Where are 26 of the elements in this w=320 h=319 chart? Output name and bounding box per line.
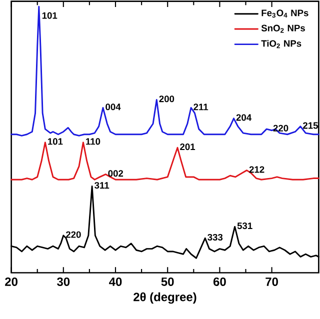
annotation: 212 (249, 166, 264, 173)
annotation: 200 (159, 95, 174, 102)
annotation: 211 (194, 104, 208, 110)
annotation: 002 (108, 170, 124, 177)
x-tick-label: 20 (5, 277, 18, 286)
legend-label: Fe$_{3}$O$_{4}$ NPs (262, 9, 308, 18)
annotation: 101 (48, 138, 63, 145)
x-tick-label: 30 (57, 277, 70, 286)
x-tick-label: 60 (213, 277, 226, 286)
legend-label: SnO$_{2}$ NPs (261, 24, 305, 33)
annotation: 204 (236, 114, 252, 121)
annotation: 311 (94, 182, 110, 189)
x-tick-label: 50 (161, 277, 174, 286)
annotation: 201 (180, 143, 196, 150)
annotation: 220 (273, 124, 288, 132)
annotation: 101 (42, 12, 58, 19)
annotation: 110 (86, 138, 100, 145)
x-axis-title: 2θ (degree) (134, 292, 196, 304)
annotation: 333 (208, 234, 223, 240)
legend-label: TiO$_{2}$ NPs (261, 40, 302, 48)
annotation: 215 (303, 122, 318, 129)
annotation: 004 (106, 103, 121, 110)
annotation: 531 (237, 222, 252, 229)
x-tick-label: 40 (109, 277, 122, 286)
x-tick-label: 70 (266, 277, 278, 286)
annotation: 220 (66, 231, 81, 238)
